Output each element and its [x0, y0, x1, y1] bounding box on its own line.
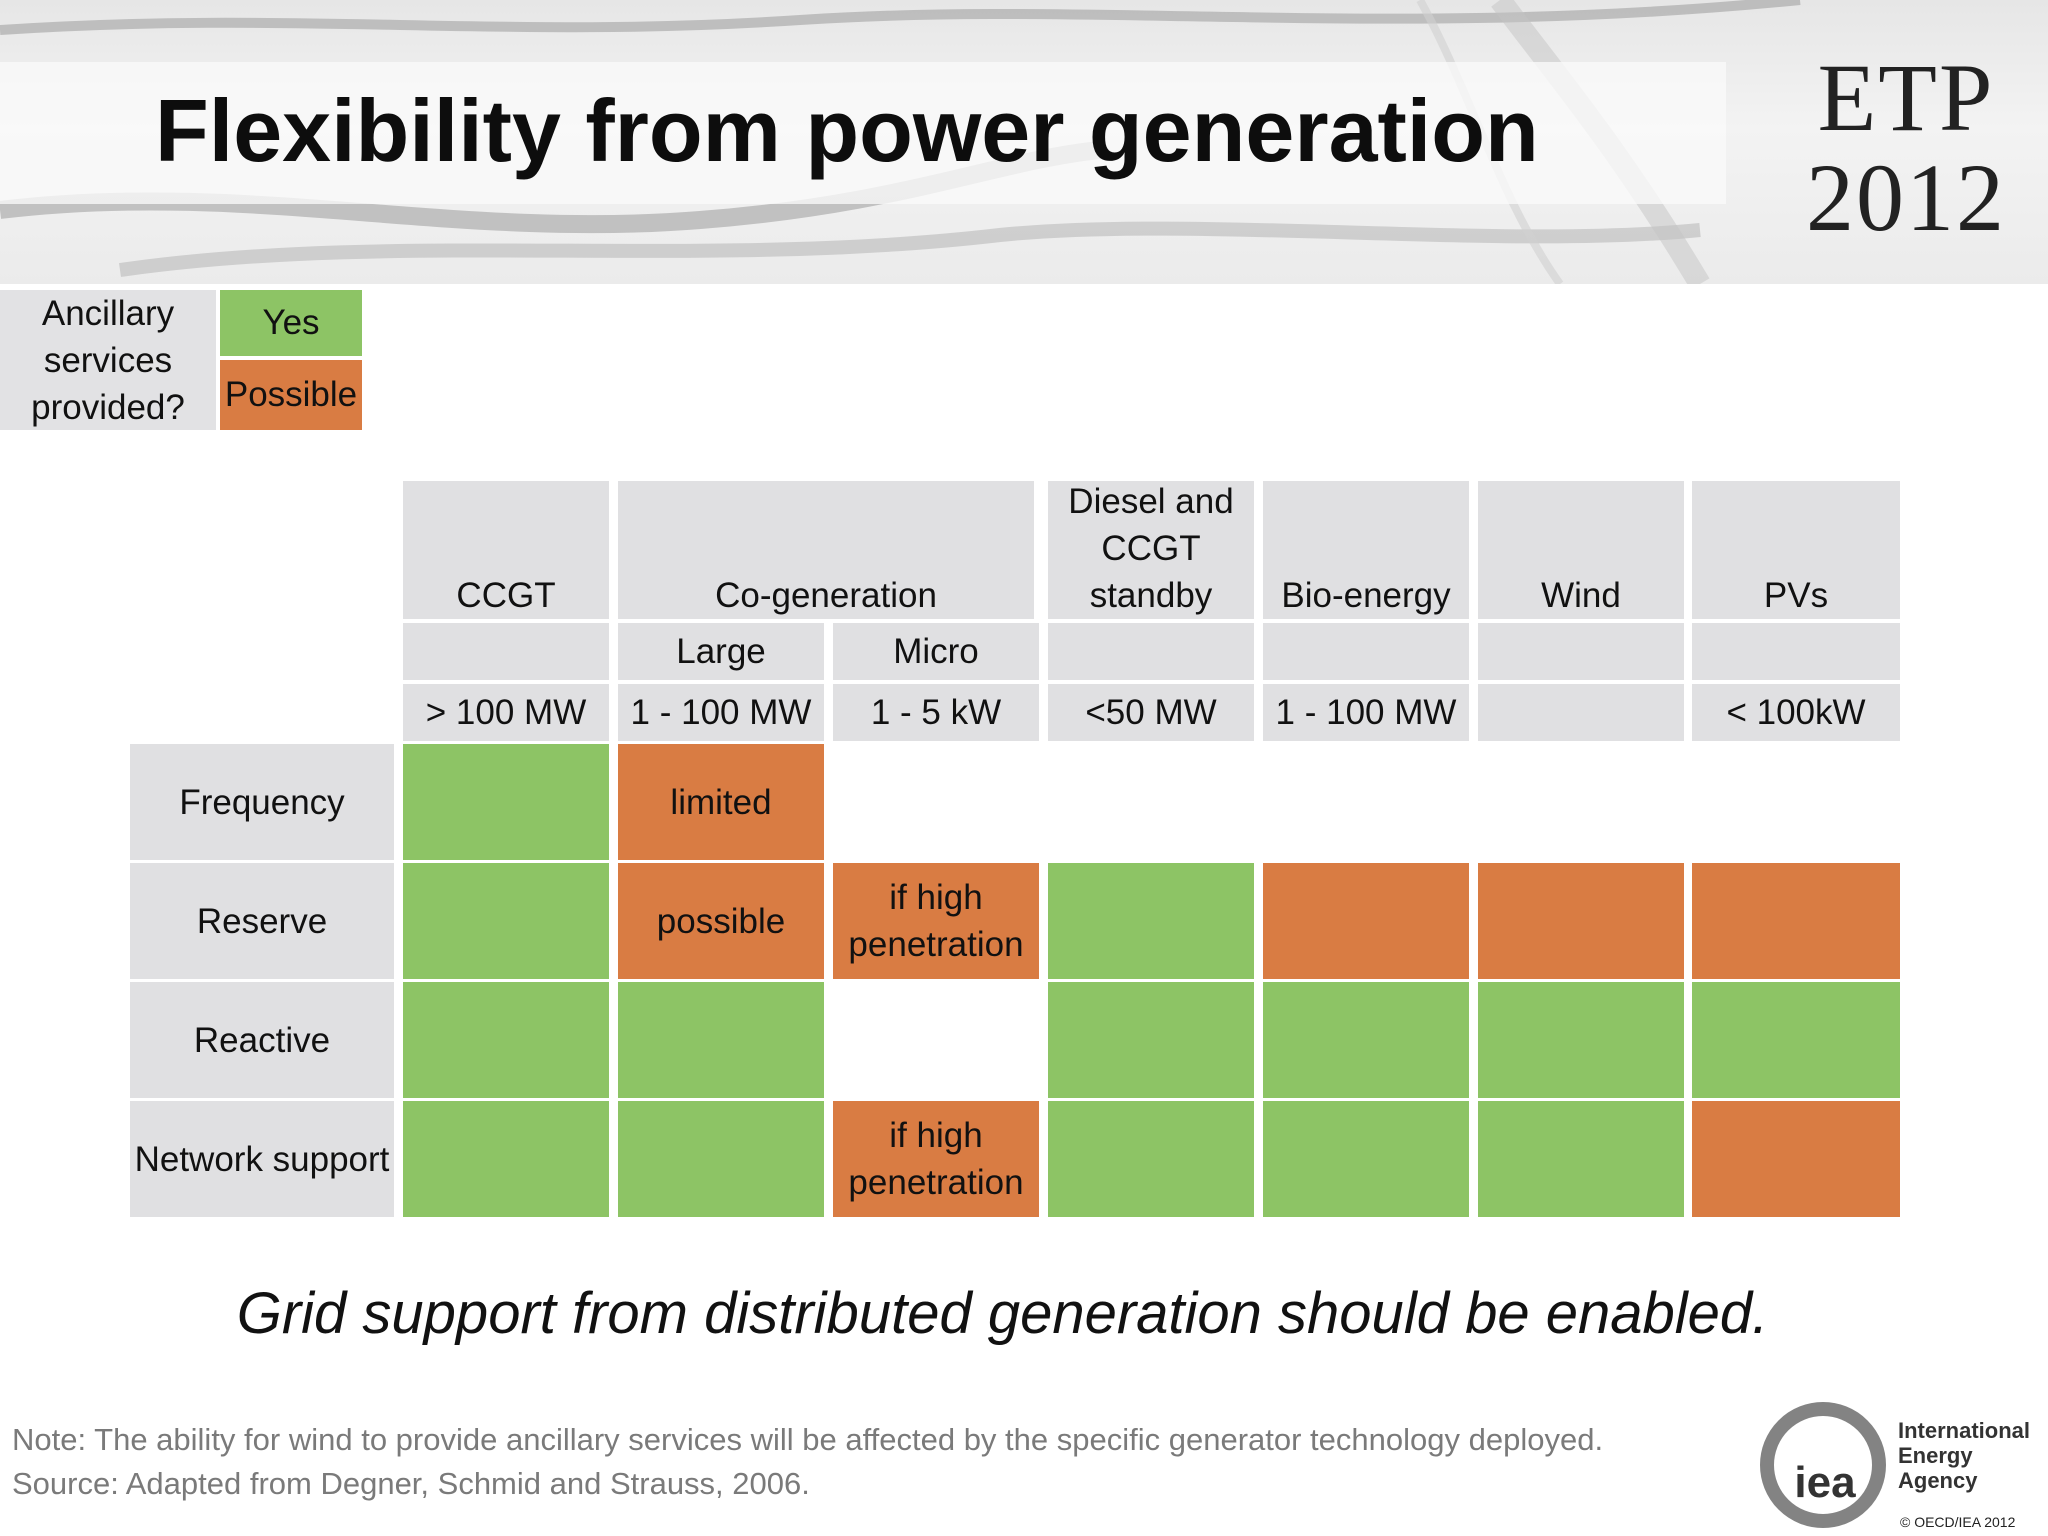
capacity-header: 1 - 5 kW: [833, 684, 1039, 741]
subcolumn-header: Micro: [833, 623, 1039, 680]
column-header: Co-generation: [618, 481, 1034, 619]
title-band: [0, 62, 1726, 204]
footer-note: Note: The ability for wind to provide an…: [12, 1418, 1603, 1506]
status-cell: [1692, 1101, 1900, 1217]
subcolumn-header: [403, 623, 609, 680]
status-cell: [403, 744, 609, 860]
legend-possible: Possible: [220, 360, 362, 430]
subcolumn-header: [1263, 623, 1469, 680]
tagline: Grid support from distributed generation…: [236, 1281, 1769, 1346]
capacity-header: < 100kW: [1692, 684, 1900, 741]
iea-name-line2: Energy Agency: [1898, 1443, 1978, 1493]
status-cell: [1478, 863, 1684, 979]
status-cell: [403, 863, 609, 979]
column-header: Wind: [1478, 481, 1684, 619]
etp-logo-line1: ETP: [1817, 44, 1995, 151]
status-cell: [1048, 863, 1254, 979]
legend-question: Ancillary services provided?: [0, 290, 216, 430]
row-label: Reserve: [130, 863, 394, 979]
iea-name-line1: International: [1898, 1418, 2031, 1443]
note-text: Note: The ability for wind to provide an…: [12, 1422, 1604, 1457]
legend-yes: Yes: [220, 290, 362, 356]
status-cell: [1263, 744, 1469, 860]
status-cell: [1048, 744, 1254, 860]
status-cell: [1263, 982, 1469, 1098]
status-cell: [403, 1101, 609, 1217]
page-title: Flexibility from power generation: [155, 81, 1539, 180]
status-cell: [1478, 982, 1684, 1098]
status-cell: [1048, 1101, 1254, 1217]
row-label: Reactive: [130, 982, 394, 1098]
status-cell: [1692, 744, 1900, 860]
status-cell: [1048, 982, 1254, 1098]
status-cell: [403, 982, 609, 1098]
subcolumn-header: Large: [618, 623, 824, 680]
column-header: PVs: [1692, 481, 1900, 619]
status-cell: [833, 982, 1039, 1098]
status-cell: [1692, 982, 1900, 1098]
iea-logo: iea: [1760, 1402, 1886, 1528]
status-cell: [833, 744, 1039, 860]
etp-logo: ETP 2012: [1786, 48, 2026, 248]
subcolumn-header: [1692, 623, 1900, 680]
column-header: Bio-energy: [1263, 481, 1469, 619]
status-cell: [1263, 1101, 1469, 1217]
iea-logo-text: iea: [1794, 1458, 1856, 1507]
etp-logo-line2: 2012: [1806, 144, 2006, 251]
source-text: Source: Adapted from Degner, Schmid and …: [12, 1466, 810, 1501]
column-header: Diesel and CCGT standby: [1048, 481, 1254, 619]
status-cell: [618, 1101, 824, 1217]
capacity-header: <50 MW: [1048, 684, 1254, 741]
status-cell: [1478, 744, 1684, 860]
copyright: © OECD/IEA 2012: [1900, 1514, 2016, 1530]
row-label: Network support: [130, 1101, 394, 1217]
row-label: Frequency: [130, 744, 394, 860]
iea-name: International Energy Agency: [1898, 1418, 2048, 1493]
capacity-header: [1478, 684, 1684, 741]
subcolumn-header: [1478, 623, 1684, 680]
capacity-header: 1 - 100 MW: [618, 684, 824, 741]
status-cell: [1263, 863, 1469, 979]
subcolumn-header: [1048, 623, 1254, 680]
status-cell: [618, 982, 824, 1098]
status-cell: limited: [618, 744, 824, 860]
status-cell: [1692, 863, 1900, 979]
column-header: CCGT: [403, 481, 609, 619]
capacity-header: > 100 MW: [403, 684, 609, 741]
status-cell: possible: [618, 863, 824, 979]
status-cell: [1478, 1101, 1684, 1217]
capacity-header: 1 - 100 MW: [1263, 684, 1469, 741]
status-cell: if high penetration: [833, 1101, 1039, 1217]
status-cell: if high penetration: [833, 863, 1039, 979]
